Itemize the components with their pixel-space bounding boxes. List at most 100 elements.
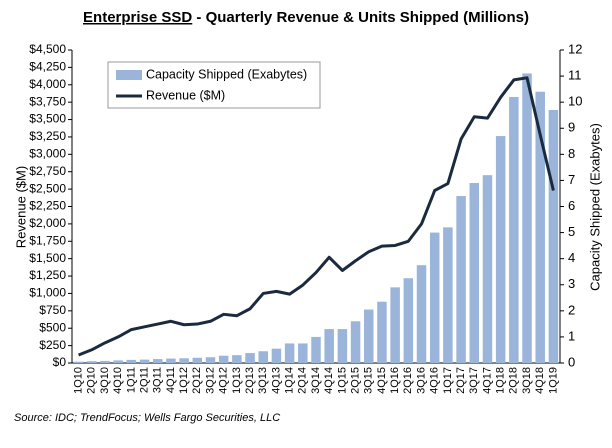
bar — [429, 232, 440, 363]
line — [78, 76, 555, 357]
x-tick-label: 4Q16 — [429, 367, 441, 394]
y-tick-label: $3,250 — [29, 129, 66, 143]
x-tick-label: 4Q17 — [481, 367, 493, 394]
y-tick-label: $3,000 — [29, 147, 66, 161]
bar — [284, 343, 295, 363]
y2-tick-label: 12 — [568, 41, 582, 56]
bar — [522, 73, 532, 363]
bar — [87, 361, 97, 363]
bar — [245, 353, 255, 363]
bar — [495, 136, 506, 363]
bar — [271, 348, 282, 363]
bar — [469, 183, 480, 363]
bar — [166, 358, 176, 363]
y2-tick-label: 3 — [568, 276, 575, 291]
bar — [298, 343, 308, 363]
x-tick-label: 1Q11 — [125, 367, 137, 393]
bar — [232, 355, 242, 363]
bar — [416, 265, 427, 363]
y2-tick-label: 0 — [568, 354, 575, 369]
x-tick-label: 1Q19 — [547, 367, 559, 394]
x-tick-label: 3Q10 — [99, 367, 111, 394]
x-tick-label: 1Q16 — [389, 367, 401, 394]
source-note: Source: IDC; TrendFocus; Wells Fargo Sec… — [14, 412, 280, 424]
y-axis-label: Revenue ($M) — [13, 166, 28, 248]
x-tick-label: 3Q11 — [152, 367, 164, 393]
y-tick-label: $1,750 — [29, 233, 66, 247]
x-tick-label: 4Q14 — [323, 367, 335, 394]
bar — [324, 329, 334, 363]
x-tick-label: 2Q13 — [244, 367, 256, 394]
x-tick-label: 4Q11 — [165, 367, 177, 393]
bar — [337, 329, 348, 363]
y2-tick-label: 7 — [568, 172, 575, 187]
x-tick-label: 2Q10 — [86, 367, 98, 394]
bar — [192, 357, 203, 363]
y-tick-label: $0 — [53, 355, 67, 369]
bar — [509, 96, 519, 363]
bar — [73, 361, 84, 363]
x-tick-label: 2Q11 — [138, 367, 150, 393]
y-tick-label: $1,500 — [29, 251, 66, 265]
bar — [548, 109, 559, 363]
x-tick-label: 1Q18 — [495, 367, 507, 394]
y2-tick-label: 9 — [568, 120, 575, 135]
bar — [139, 359, 150, 363]
bar — [443, 227, 453, 363]
y2-tick-label: 1 — [568, 328, 575, 343]
x-tick-label: 3Q17 — [468, 367, 480, 394]
y2-tick-label: 11 — [568, 68, 582, 83]
x-tick-label: 3Q18 — [521, 367, 533, 394]
bar — [258, 351, 268, 363]
x-tick-label: 1Q15 — [336, 367, 348, 394]
x-tick-label: 3Q14 — [310, 367, 322, 394]
bar — [535, 91, 545, 363]
y2-tick-label: 2 — [568, 302, 575, 317]
y2-tick-label: 8 — [568, 146, 575, 161]
x-tick-label: 4Q10 — [112, 367, 124, 394]
y-tick-label: $1,250 — [29, 268, 66, 282]
x-tick-label: 1Q13 — [231, 367, 243, 394]
y-tick-label: $3,750 — [29, 94, 66, 108]
x-tick-label: 3Q12 — [204, 367, 216, 394]
y-tick-label: $4,250 — [29, 60, 66, 74]
x-tick-label: 2Q15 — [349, 367, 361, 394]
x-tick-label: 2Q14 — [297, 367, 309, 394]
legend-swatch — [116, 70, 142, 80]
x-tick-label: 2Q18 — [508, 367, 520, 394]
y2-tick-label: 4 — [568, 250, 575, 265]
x-tick-label: 2Q17 — [455, 367, 467, 394]
bar — [152, 359, 163, 363]
x-tick-label: 3Q15 — [363, 367, 375, 394]
bar — [390, 287, 400, 363]
bar — [311, 336, 321, 363]
y-tick-label: $4,500 — [29, 42, 66, 56]
chart-title: Enterprise SSD - Quarterly Revenue & Uni… — [83, 9, 529, 26]
y2-axis-label: Capacity Shipped (Exabytes) — [587, 123, 602, 291]
x-tick-label: 1Q10 — [73, 367, 85, 394]
bar — [403, 278, 414, 363]
x-tick-label: 2Q16 — [402, 367, 414, 394]
x-tick-label: 4Q18 — [534, 367, 546, 394]
bar — [482, 175, 493, 363]
title-main: Enterprise SSD — [83, 9, 192, 26]
x-tick-label: 1Q17 — [442, 367, 454, 394]
x-tick-label: 4Q13 — [270, 367, 282, 394]
bar — [350, 321, 361, 363]
y-tick-label: $2,000 — [29, 216, 66, 230]
y2-tick-label: 6 — [568, 198, 575, 213]
x-tick-label: 2Q12 — [191, 367, 203, 394]
bar — [100, 360, 110, 363]
y-tick-label: $750 — [39, 303, 66, 317]
legend-label: Revenue ($M) — [146, 88, 225, 102]
bar — [126, 359, 137, 363]
bar — [377, 301, 387, 363]
y-tick-label: $250 — [39, 338, 66, 352]
bar — [113, 360, 123, 363]
bar — [456, 196, 466, 363]
y-tick-label: $500 — [39, 320, 66, 334]
y-tick-label: $3,500 — [29, 112, 66, 126]
bar — [179, 358, 189, 363]
